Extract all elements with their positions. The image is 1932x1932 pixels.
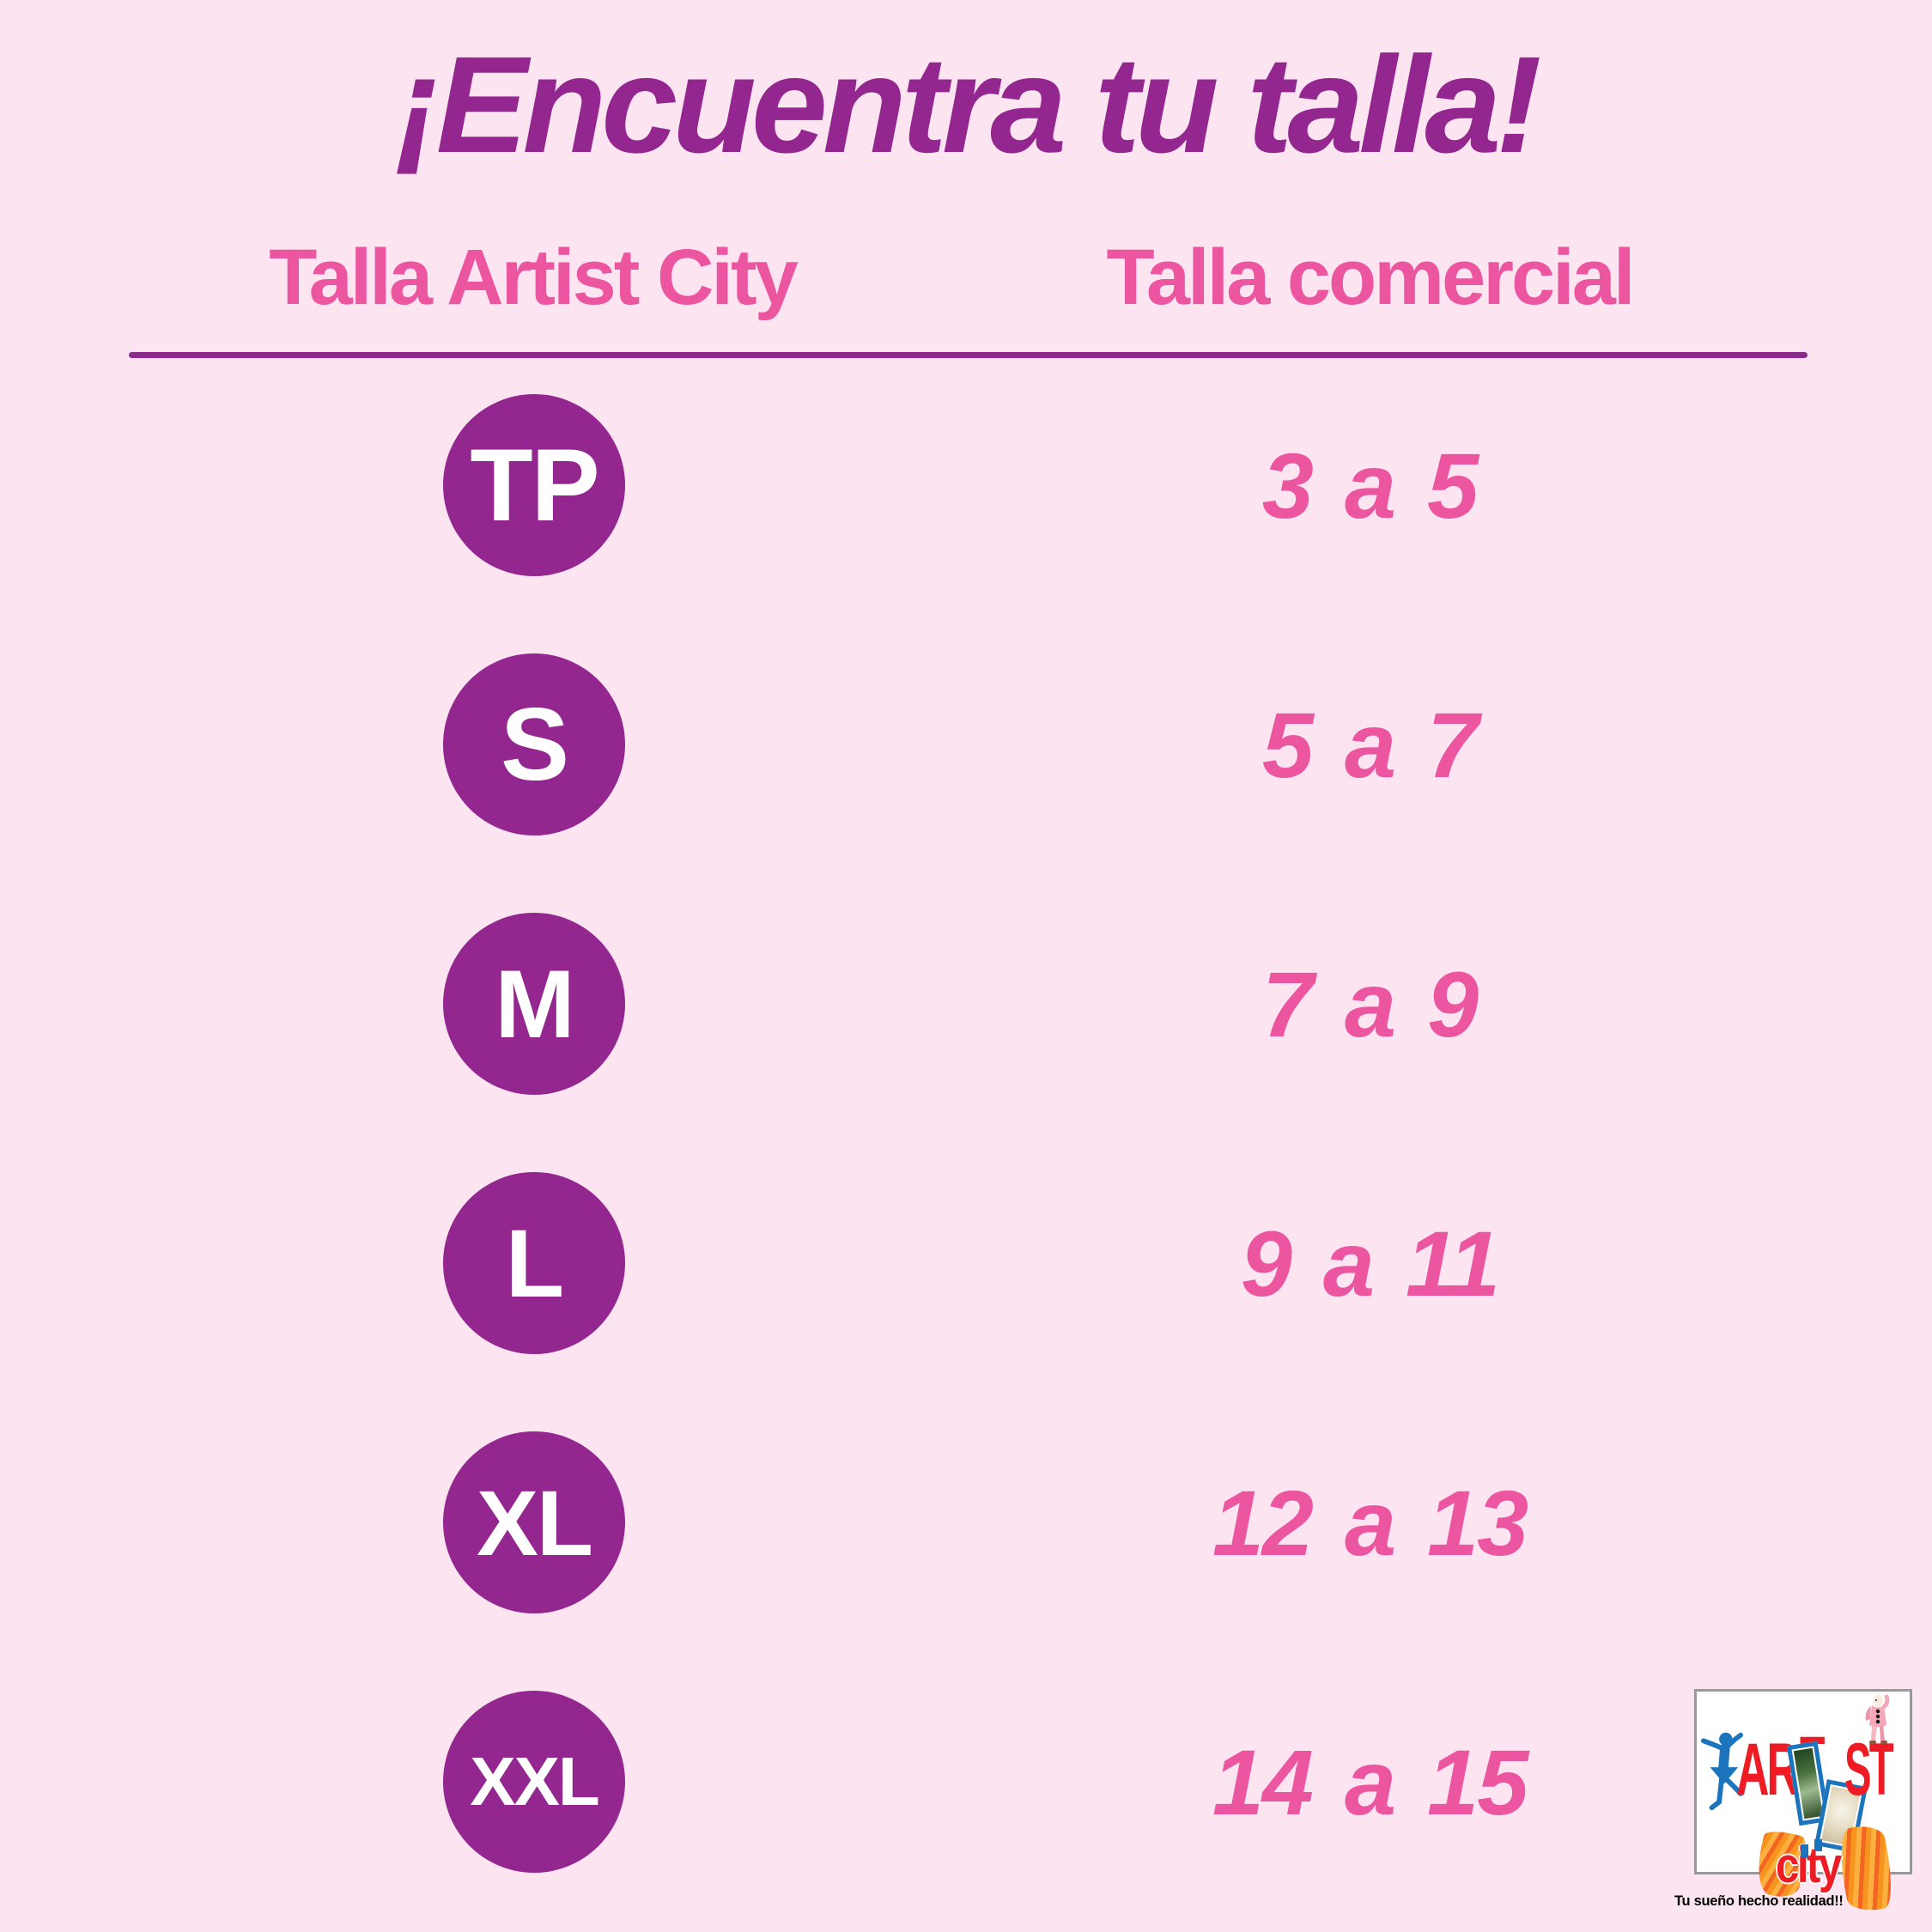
size-row-s: S 5 a 7: [0, 615, 1932, 874]
artist-size-label: L: [505, 1209, 564, 1317]
photo-green-figure: [1793, 1747, 1824, 1820]
logo-text-city: city: [1776, 1838, 1842, 1893]
logo-text-ar: AR: [1736, 1728, 1800, 1811]
pierrot-clown-icon: [1865, 1694, 1890, 1744]
commercial-size-value: 5 a 7: [1261, 692, 1479, 797]
page-title: ¡Encuentra tu talla!: [395, 27, 1541, 181]
size-table: TP 3 a 5 S 5 a 7 M 7 a 9 L 9 a 11 XL: [0, 355, 1932, 1911]
artist-size-label: M: [495, 950, 574, 1058]
city-blue-accent-t: [1814, 1839, 1822, 1851]
artist-size-label: S: [500, 687, 569, 802]
artist-size-badge: M: [443, 913, 625, 1095]
logo-tagline: Tu sueño hecho realidad!!: [1674, 1893, 1844, 1909]
artist-size-label: XL: [476, 1470, 593, 1575]
commercial-size-value: 14 a 15: [1212, 1729, 1528, 1834]
city-blue-accent-i: [1801, 1844, 1808, 1858]
size-row-xxl: XXL 14 a 15: [0, 1652, 1932, 1911]
artist-size-badge: L: [443, 1172, 625, 1354]
commercial-size-value: 12 a 13: [1212, 1470, 1528, 1575]
commercial-size-value: 9 a 11: [1240, 1211, 1500, 1315]
size-row-tp: TP 3 a 5: [0, 355, 1932, 615]
artist-size-badge: TP: [443, 394, 625, 576]
header-divider-line: [129, 352, 1807, 358]
logo-text-st: ST: [1844, 1728, 1894, 1811]
commercial-size-value: 7 a 9: [1261, 951, 1479, 1056]
artist-size-label: XXL: [470, 1743, 600, 1820]
artist-size-badge: S: [443, 653, 625, 835]
commercial-size-value: 3 a 5: [1261, 433, 1479, 538]
column-header-comercial: Talla comercial: [1106, 234, 1636, 321]
size-row-l: L 9 a 11: [0, 1133, 1932, 1393]
column-header-artist-city: Talla Artist City: [269, 234, 799, 321]
artist-city-logo: AR T ST city Tu sueño hecho re: [1674, 1623, 1932, 1932]
size-row-m: M 7 a 9: [0, 874, 1932, 1133]
size-row-xl: XL 12 a 13: [0, 1393, 1932, 1652]
artist-size-badge: XXL: [443, 1691, 625, 1873]
artist-size-label: TP: [470, 428, 599, 543]
ballerina-icon: [1700, 1732, 1743, 1811]
artist-size-badge: XL: [443, 1431, 625, 1613]
